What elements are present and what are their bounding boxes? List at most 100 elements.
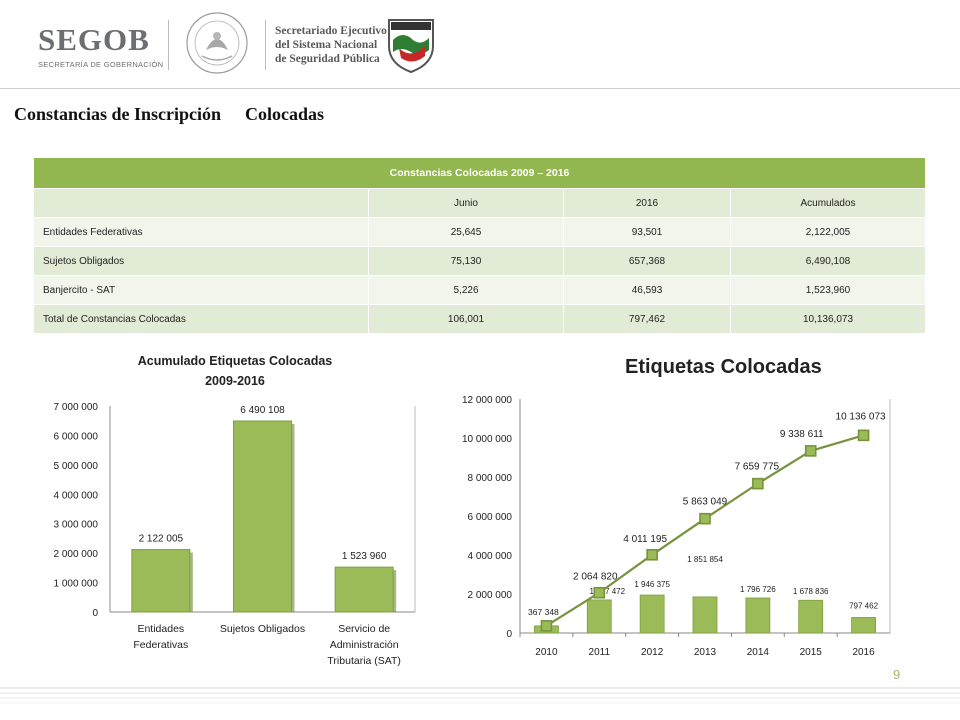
- table-caption: Constancias Colocadas 2009 – 2016: [33, 157, 926, 189]
- table-header-row: Junio 2016 Acumulados: [33, 188, 926, 218]
- page-number: 9: [893, 667, 901, 682]
- x-tick-label: 2015: [800, 647, 823, 658]
- header-divider: [265, 20, 266, 70]
- y-tick-label: 2 000 000: [468, 590, 513, 601]
- page-title: Constancias de Inscripción Colocadas: [14, 104, 325, 124]
- table-cell: 5,226: [368, 275, 564, 305]
- y-tick-label: 4 000 000: [468, 551, 513, 562]
- data-label: 797 462: [849, 602, 878, 611]
- table-header-cell: Junio: [368, 188, 564, 218]
- y-tick-label: 12 000 000: [462, 395, 512, 406]
- table-cell: Entidades Federativas: [33, 217, 369, 247]
- data-label: 1 523 960: [342, 551, 387, 562]
- bar: [692, 596, 718, 634]
- y-tick-label: 5 000 000: [54, 461, 99, 472]
- data-point: [752, 477, 764, 490]
- data-label: 1 796 726: [740, 585, 776, 594]
- table-row: Total de Constancias Colocadas 106,001 7…: [33, 304, 926, 334]
- table-cell: 93,501: [563, 217, 731, 247]
- table-cell: Banjercito - SAT: [33, 275, 369, 305]
- table-cell: 106,001: [368, 304, 564, 334]
- data-point: [804, 445, 817, 457]
- data-label: 2 064 820: [573, 572, 618, 583]
- table-cell: 2,122,005: [730, 217, 926, 247]
- table-cell: 25,645: [368, 217, 564, 247]
- x-tick-label: Servicio de: [338, 623, 390, 635]
- segob-logo: SEGOB SECRETARÍA DE GOBERNACIÓN: [38, 22, 163, 69]
- table-cell: Total de Constancias Colocadas: [33, 304, 369, 334]
- footer-decoration: [0, 687, 960, 704]
- x-tick-label: Sujetos Obligados: [220, 623, 305, 635]
- data-label: 9 338 611: [780, 429, 824, 440]
- data-label: 2 122 005: [139, 534, 184, 545]
- table-cell: 46,593: [563, 275, 731, 305]
- line-chart: 0 2 000 000 4 000 000 6 000 000 8 000 000 10 …: [462, 395, 891, 658]
- header: SEGOB SECRETARÍA DE GOBERNACIÓN Secretar…: [0, 0, 960, 80]
- y-tick-label: 8 000 000: [468, 473, 513, 484]
- data-label: 1 697 472: [589, 587, 625, 596]
- data-label: 4 011 195: [623, 534, 667, 545]
- line-chart-title: Etiquetas Colocadas: [625, 356, 822, 378]
- y-tick-label: 6 000 000: [468, 512, 513, 523]
- table-cell: Sujetos Obligados: [33, 246, 369, 276]
- x-tick-label: 2010: [535, 647, 558, 658]
- y-tick-label: 1 000 000: [54, 579, 99, 590]
- bar-chart: 0 1 000 000 2 000 000 3 000 000 4 000 000 5 0…: [54, 402, 416, 667]
- table-cell: 1,523,960: [730, 275, 926, 305]
- data-label: 10 136 073: [836, 411, 886, 422]
- y-tick-label: 0: [92, 608, 98, 619]
- table-row: Sujetos Obligados 75,130 657,368 6,490,1…: [33, 246, 926, 276]
- x-tick-label: Tributaria (SAT): [327, 655, 401, 667]
- table-cell: 10,136,073: [730, 304, 926, 334]
- y-tick-label: 7 000 000: [54, 402, 99, 413]
- data-label: 1 851 854: [687, 555, 723, 564]
- y-tick-label: 4 000 000: [54, 490, 99, 501]
- x-tick-label: 2011: [589, 647, 611, 658]
- table-cell: 657,368: [563, 246, 731, 276]
- x-tick-label: Entidades: [137, 623, 184, 635]
- data-label: 367 348: [528, 607, 559, 617]
- bar: [798, 599, 824, 634]
- y-tick-label: 6 000 000: [54, 431, 99, 442]
- header-divider: [168, 20, 169, 70]
- table-header-cell: [33, 188, 369, 218]
- y-tick-label: 2 000 000: [54, 549, 99, 560]
- segob-wordmark: SEGOB: [38, 22, 150, 57]
- sesnsp-name: Secretariado Ejecutivo del Sistema Nacio…: [275, 25, 387, 65]
- bar: [334, 566, 394, 613]
- table-row: Banjercito - SAT 5,226 46,593 1,523,960: [33, 275, 926, 305]
- data-point: [540, 620, 553, 632]
- data-point: [646, 548, 658, 561]
- data-label: 1 946 375: [634, 580, 670, 589]
- x-tick-label: Federativas: [133, 639, 188, 651]
- table-cell: 6,490,108: [730, 246, 926, 276]
- table-cell: 797,462: [563, 304, 731, 334]
- sns-shield-icon: [385, 16, 437, 79]
- data-label: 5 863 049: [683, 497, 728, 508]
- x-tick-label: 2013: [694, 647, 717, 658]
- bar: [131, 549, 191, 613]
- data-point: [857, 429, 870, 442]
- data-label: 7 659 775: [735, 462, 780, 473]
- segob-subtitle: SECRETARÍA DE GOBERNACIÓN: [38, 60, 164, 69]
- bar: [233, 420, 292, 613]
- national-seal-icon: [178, 10, 256, 81]
- data-label: 1 678 836: [793, 587, 829, 596]
- bar-chart-title: Acumulado Etiquetas Colocadas 2009-2016: [137, 354, 333, 388]
- x-tick-label: 2012: [641, 647, 664, 658]
- data-point: [593, 586, 606, 599]
- bar: [851, 617, 876, 634]
- y-tick-label: 3 000 000: [54, 520, 99, 531]
- bar: [586, 599, 612, 634]
- table-row: Entidades Federativas 25,645 93,501 2,12…: [33, 217, 926, 247]
- table-caption-row: Constancias Colocadas 2009 – 2016: [33, 157, 926, 189]
- table-header-cell: 2016: [563, 188, 731, 218]
- data-point: [699, 512, 711, 525]
- x-tick-label: 2014: [747, 647, 770, 658]
- constancias-table: Constancias Colocadas 2009 – 2016 Junio …: [33, 157, 926, 334]
- table-cell: 75,130: [368, 246, 564, 276]
- x-tick-label: Administración: [330, 639, 399, 651]
- data-label: 6 490 108: [240, 405, 285, 416]
- header-separator: [0, 88, 960, 89]
- table-header-cell: Acumulados: [730, 188, 926, 218]
